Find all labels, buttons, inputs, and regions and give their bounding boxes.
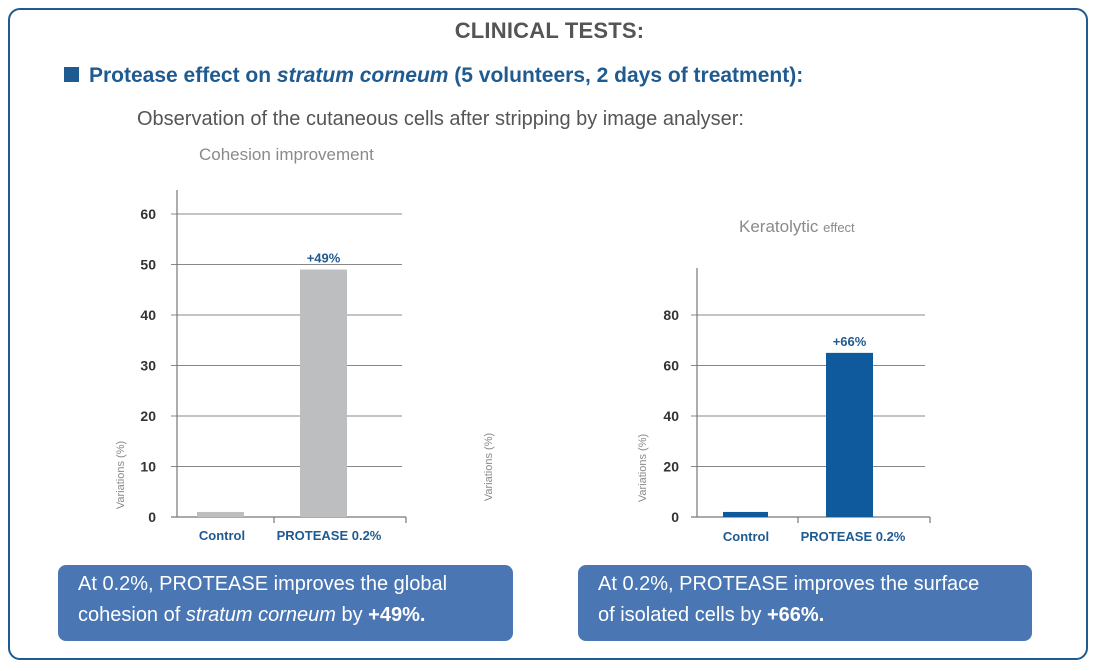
- chart2-title-main: Keratolytic: [739, 217, 819, 236]
- page-title: CLINICAL TESTS:: [454, 18, 645, 43]
- x-category-label: PROTEASE 0.2%: [801, 529, 906, 544]
- x-category-label: Control: [199, 528, 245, 543]
- callout-left-line1: At 0.2%, PROTEASE improves the global: [78, 573, 448, 595]
- y-tick-label: 20: [140, 408, 156, 424]
- chart-keratolytic: 0 20 40 60 80 Control +66% PROTEASE 0.2% Variati…: [637, 268, 931, 544]
- y-tick-label: 0: [148, 509, 156, 525]
- subheading: Observation of the cutaneous cells after…: [137, 108, 744, 130]
- y-tick-label: 0: [671, 509, 679, 525]
- chart2-title: Keratolytic effect: [739, 217, 855, 237]
- chart-cohesion: 0 10 20 30 40 50 60 Control +49% PROTEASE 0.2% Var…: [115, 190, 407, 543]
- x-category-label: Control: [723, 529, 769, 544]
- square-bullet-icon: [64, 67, 79, 82]
- x-category-label: PROTEASE 0.2%: [277, 528, 382, 543]
- callout-left-pre: cohesion of: [78, 604, 186, 626]
- extra-y-axis-label: Variations (%): [483, 433, 495, 501]
- y-tick-label: 50: [140, 257, 156, 273]
- y-tick-label: 80: [663, 307, 679, 323]
- callout-right-line2: of isolated cells by +66%.: [598, 600, 1012, 631]
- callout-left-italic: stratum corneum: [185, 604, 336, 626]
- section-heading: Protease effect on stratum corneum (5 vo…: [64, 64, 803, 88]
- callout-right-pre: of isolated cells by: [598, 604, 767, 626]
- y-axis-label: Variations (%): [115, 441, 127, 509]
- chart2-title-small: effect: [823, 220, 855, 235]
- y-tick-label: 60: [663, 358, 679, 374]
- data-label: +49%: [307, 251, 341, 266]
- y-tick-label: 20: [663, 459, 679, 475]
- callout-left: At 0.2%, PROTEASE improves the global co…: [58, 565, 513, 641]
- y-axis-label: Variations (%): [637, 434, 649, 502]
- bar-protease-0-2-: [826, 352, 873, 517]
- section-heading-italic: stratum corneum: [276, 64, 449, 87]
- chart1-title: Cohesion improvement: [199, 145, 374, 164]
- y-tick-label: 40: [663, 408, 679, 424]
- section-heading-pre: Protease effect on: [89, 64, 277, 87]
- panel-frame: [8, 8, 1088, 660]
- data-label: +66%: [833, 334, 867, 349]
- callout-left-mid: by: [335, 604, 369, 626]
- callout-left-bold: +49%.: [368, 604, 426, 626]
- callout-right: At 0.2%, PROTEASE improves the surface o…: [578, 565, 1032, 641]
- y-tick-label: 40: [140, 307, 156, 323]
- section-heading-post: (5 volunteers, 2 days of treatment):: [448, 64, 804, 87]
- y-tick-label: 30: [140, 358, 156, 374]
- callout-right-bold: +66%.: [766, 604, 825, 626]
- bar-control: [197, 511, 244, 517]
- bar-protease-0-2-: [300, 269, 347, 517]
- y-tick-label: 60: [140, 206, 156, 222]
- y-tick-label: 10: [140, 459, 156, 475]
- callout-right-line1: At 0.2%, PROTEASE improves the surface: [598, 573, 980, 595]
- callout-left-line2: cohesion of stratum corneum by +49%.: [78, 600, 493, 631]
- bar-control: [723, 511, 768, 517]
